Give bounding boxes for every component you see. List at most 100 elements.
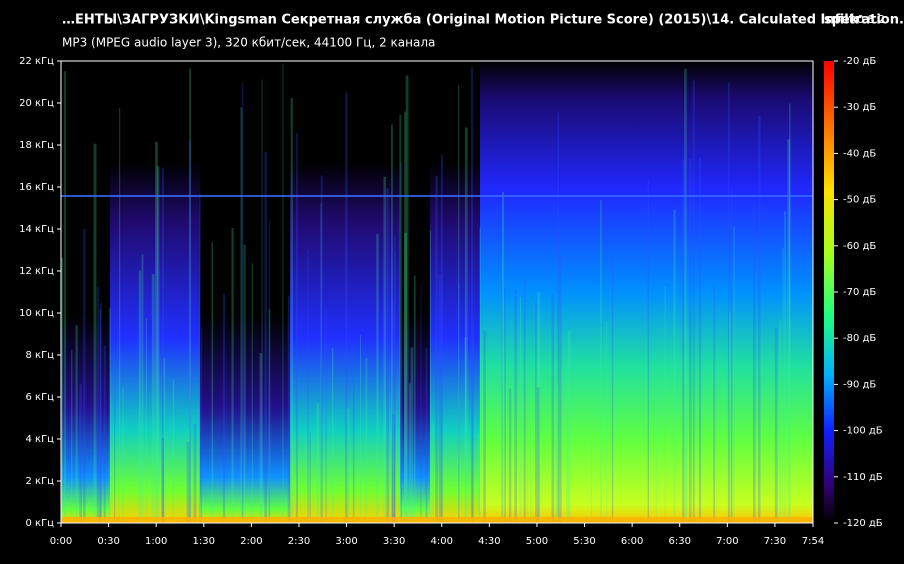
spectrum-streak [79,384,82,523]
spectrum-streak [307,249,309,523]
spectrum-streak [425,347,428,523]
time-tick-label: 7:00 [716,536,738,547]
spectrum-streak [83,228,86,524]
frequency-tick-label: 4 кГц [26,434,55,445]
spectrum-streak [241,82,244,523]
time-tick-label: 0:30 [97,536,119,547]
spectrum-streak [478,433,480,523]
level-tick-label: -80 дБ [843,333,876,344]
spectrum-streak [122,388,124,523]
spectrum-streak [432,423,435,523]
spectrum-streak [420,285,422,523]
spectrum-streak [483,330,486,523]
spectrum-streak [282,63,284,523]
spectrum-streak [438,274,442,523]
time-tick-label: 6:00 [621,536,643,547]
spectrum-streak [464,336,467,523]
spectrum-streak [779,319,782,523]
frequency-tick-label: 20 кГц [19,98,54,109]
frequency-tick-label: 16 кГц [19,182,54,193]
spectrum-streak [199,193,201,523]
spectrum-streak [392,414,396,523]
spectrum-streak [464,127,468,523]
frequency-tick-label: 0 кГц [26,518,55,529]
spectrum-streak [611,256,614,523]
spectrum-streak [346,408,349,523]
spectrum-streak [71,349,73,523]
spectrum-streak [287,296,291,523]
level-tick-label: -40 дБ [843,148,876,159]
spectrum-streak [733,227,735,523]
spectrum-region [290,61,400,523]
spectrum-region [400,61,430,523]
level-tick-label: -100 дБ [843,426,883,437]
time-tick-label: 6:30 [668,536,690,547]
spectrum-streak [75,325,78,523]
spectrum-streak [359,335,361,523]
spectrum-streak [63,71,67,523]
spectrum-streak [775,442,778,523]
spectrum-streak [408,383,411,523]
app-name: spek [824,13,859,28]
spectrum-streak [692,80,695,523]
spectrum-streak [713,285,716,523]
spectrum-streak [189,68,192,524]
spectrum-streak [536,387,540,523]
spectrum-streak [352,348,355,523]
frequency-tick-label: 2 кГц [26,476,55,487]
spectrum-streak [383,176,387,524]
spectrum-streak [243,244,246,523]
spectrum-streak [757,116,761,524]
spectrum-streak [93,143,97,523]
spectrum-streak [440,154,443,523]
spectrum-streak [320,203,322,523]
spectrum-streak [376,233,379,523]
level-tick-label: -50 дБ [843,195,876,206]
spectrum-streak [138,270,142,523]
spectrum-streak [96,286,100,523]
time-tick-label: 4:30 [478,536,500,547]
spectrum-streak [458,282,460,523]
spectrum-streak [410,347,414,523]
axes: 0 кГц 2 кГц 4 кГц 6 кГц 8 кГц 10 кГц 12 кГц 14 … [19,56,883,547]
spectrum-streak [231,228,234,524]
spectrum-streak [558,253,562,523]
spectrum-streak [119,108,121,524]
app-version: 0.8.2 [857,13,885,26]
spectrum-region [61,61,110,523]
spectrum-region [430,61,480,523]
spectrum-streak [458,84,460,524]
spectrum-streak [391,124,393,524]
spectrum-streak [789,103,791,523]
spectrum-streak [729,312,731,523]
spectrum-streak [523,279,526,523]
spectrum-streak [211,242,214,523]
spectrum-streak [647,179,650,523]
spectrum-streak [472,317,474,523]
time-tick-label: 2:30 [288,536,310,547]
file-info: MP3 (MPEG audio layer 3), 320 кбит/сек, … [62,36,435,50]
spectrum-streak [553,440,555,523]
spectrum-streak [501,275,503,523]
spectrum-streak [187,428,190,523]
spectrum-streak [567,330,571,523]
spectrum-streak [600,200,602,524]
spectrum-streak [682,160,685,523]
spectrum-streak [784,211,786,523]
spectrum-streak [698,157,702,523]
spectrum-streak [114,381,116,523]
spectrum-streak [727,82,730,523]
spectrum-streak [163,357,166,523]
spectrum-streak [557,112,560,523]
spectrum-streak [519,296,522,523]
spectrum-region [480,61,540,523]
spectrum-streak [103,345,106,523]
spectrum-streak [259,353,263,523]
spectrum-streak [151,274,155,523]
spectrum-streak [502,191,504,523]
plot-frame [60,60,814,524]
spectrum-region [200,61,290,523]
spectrum-streak [394,250,396,523]
spectrum-streak [429,229,432,523]
